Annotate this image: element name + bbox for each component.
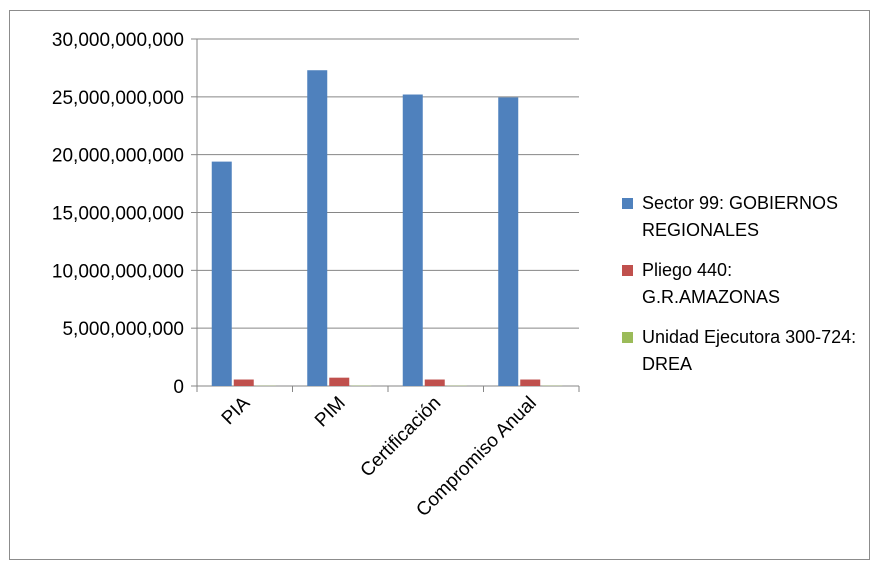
legend-item-sector: Sector 99: GOBIERNOS REGIONALES	[622, 190, 872, 244]
y-tick-label: 10,000,000,000	[52, 261, 184, 282]
x-category-label: PIM	[311, 393, 350, 432]
bar-sector-1	[307, 70, 328, 386]
legend-label-pliego: Pliego 440: G.R.AMAZONAS	[642, 260, 781, 307]
legend-swatch-pliego	[622, 265, 633, 276]
legend-item-pliego: Pliego 440: G.R.AMAZONAS	[622, 257, 872, 311]
legend-swatch-unidad	[622, 332, 633, 343]
legend: Sector 99: GOBIERNOS REGIONALES Pliego 4…	[622, 190, 872, 391]
bar-sector-3	[498, 97, 519, 386]
axis-layer	[191, 38, 580, 392]
y-tick-label: 0	[173, 377, 184, 398]
grid-layer	[197, 38, 579, 329]
chart-frame	[9, 10, 870, 560]
bar-pliego-1	[329, 377, 350, 386]
bar-pliego-2	[424, 379, 445, 386]
legend-item-unidad: Unidad Ejecutora 300-724: DREA	[622, 324, 872, 378]
y-tick-label: 5,000,000,000	[62, 319, 184, 340]
bar-pliego-0	[233, 379, 254, 386]
bar-sector-0	[211, 161, 232, 386]
legend-label-unidad: Unidad Ejecutora 300-724: DREA	[642, 327, 857, 374]
legend-label-sector: Sector 99: GOBIERNOS REGIONALES	[642, 193, 839, 240]
x-category-label: PIA	[218, 392, 255, 429]
bar-layer	[211, 70, 563, 387]
y-tick-label: 25,000,000,000	[52, 88, 184, 109]
x-category-label: Certificación	[357, 393, 446, 482]
y-tick-label: 15,000,000,000	[52, 204, 184, 225]
legend-swatch-sector	[622, 198, 633, 209]
y-tick-label: 20,000,000,000	[52, 146, 184, 167]
bar-sector-2	[402, 94, 423, 387]
label-layer: 0 5,000,000,000 10,000,000,000 15,000,000,0…	[52, 30, 541, 521]
y-tick-label: 30,000,000,000	[52, 30, 184, 51]
bar-pliego-3	[520, 379, 541, 386]
